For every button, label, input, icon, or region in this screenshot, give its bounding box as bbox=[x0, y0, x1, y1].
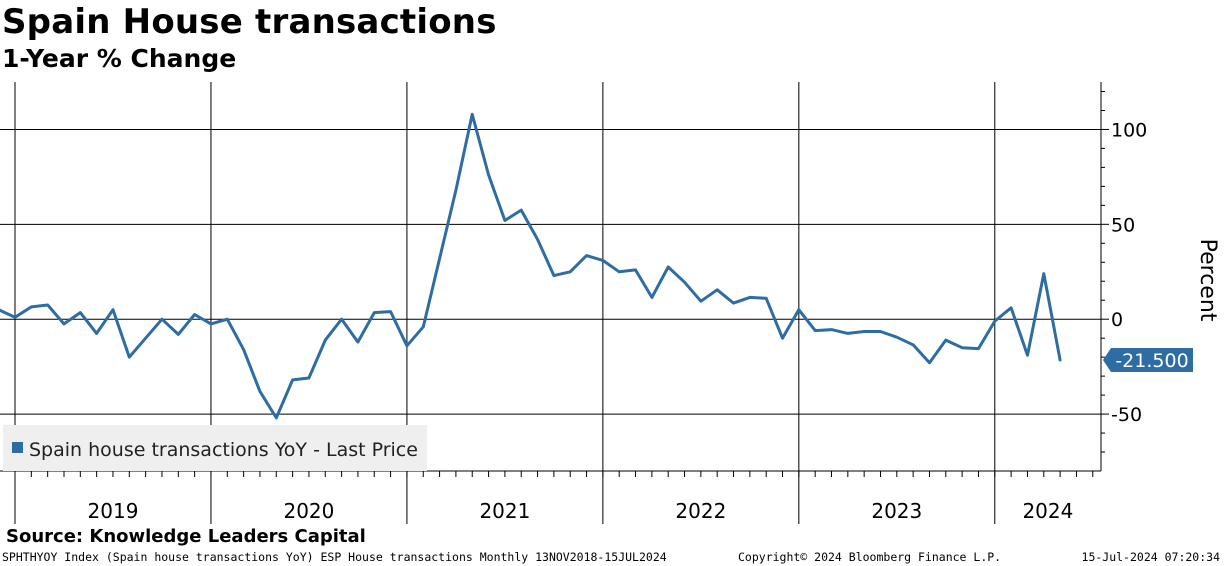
last-value-label: -21.500 bbox=[1115, 350, 1188, 372]
x-year-label: 2020 bbox=[283, 499, 334, 523]
x-year-label: 2021 bbox=[479, 499, 530, 523]
y-tick-label: -50 bbox=[1111, 404, 1142, 426]
x-year-label: 2023 bbox=[871, 499, 922, 523]
source-note: Source: Knowledge Leaders Capital bbox=[6, 526, 366, 547]
footer-index-description: SPHTHYOY Index (Spain house transactions… bbox=[2, 550, 667, 564]
legend-swatch bbox=[12, 442, 23, 453]
legend: Spain house transactions YoY - Last Pric… bbox=[3, 425, 427, 471]
y-tick-label: 0 bbox=[1111, 309, 1123, 331]
last-value-badge bbox=[1103, 347, 1193, 372]
chart-title: Spain House transactions bbox=[2, 2, 497, 42]
x-year-label: 2022 bbox=[675, 499, 726, 523]
series-layer bbox=[0, 112, 1062, 420]
series-line bbox=[0, 112, 1062, 420]
y-axis-label: Percent bbox=[1195, 239, 1220, 322]
y-axis: -50 0 50 100 bbox=[1100, 82, 1147, 471]
x-year-label: 2019 bbox=[88, 499, 139, 523]
x-year-label: 2024 bbox=[1022, 499, 1073, 523]
legend-entry: Spain house transactions YoY - Last Pric… bbox=[29, 439, 418, 461]
y-tick-label: 100 bbox=[1111, 119, 1147, 141]
chart-subtitle: 1-Year % Change bbox=[2, 44, 237, 73]
x-axis-year-band: 2019 2020 2021 2022 2023 2024 bbox=[0, 470, 1101, 523]
footer-copyright: Copyright© 2024 Bloomberg Finance L.P. bbox=[738, 550, 1002, 564]
last-value-marker: -21.500 bbox=[1103, 347, 1193, 372]
legend-background bbox=[3, 425, 427, 471]
y-tick-label: 50 bbox=[1111, 214, 1135, 236]
footer-timestamp: 15-Jul-2024 07:20:34 bbox=[1081, 550, 1220, 564]
